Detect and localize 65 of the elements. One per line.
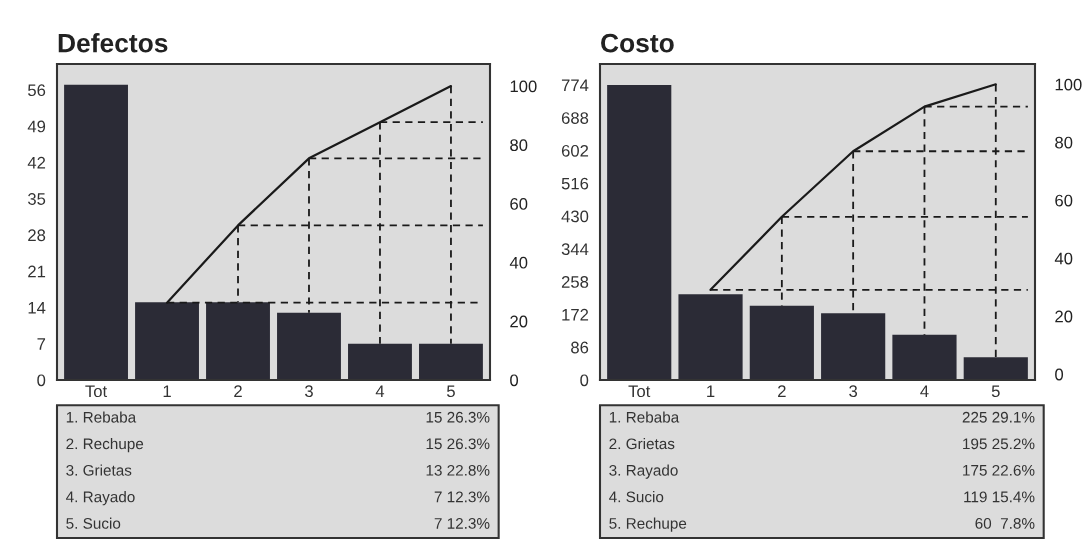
y-tick-label: 14 bbox=[28, 302, 46, 314]
chart-title: Costo bbox=[601, 33, 674, 53]
y-tick-label: 774 bbox=[561, 79, 589, 91]
y-tick-label: 172 bbox=[562, 308, 589, 321]
y2-tick-label: 20 bbox=[1055, 310, 1073, 323]
x-tick-label: 5 bbox=[991, 385, 1000, 398]
text: 119 15.4% bbox=[964, 491, 1035, 503]
text: 1. Rebaba bbox=[66, 411, 137, 423]
y2-tick-label: 0 bbox=[510, 374, 519, 387]
y-tick-label: 0 bbox=[580, 374, 589, 387]
x-tick-label: 3 bbox=[304, 385, 313, 398]
text: 4. Sucio bbox=[609, 491, 664, 503]
x-tick-label: 1 bbox=[707, 385, 715, 397]
text: 5. Rechupe bbox=[609, 517, 687, 532]
y-tick-label: 35 bbox=[27, 193, 46, 205]
y-tick-label: 7 bbox=[37, 338, 46, 350]
x-tick-label: Tot bbox=[628, 385, 651, 398]
text: 15 26.3% bbox=[426, 411, 490, 423]
x-tick-label: Tot bbox=[85, 385, 108, 398]
y2-tick-label: 0 bbox=[1055, 368, 1064, 381]
y2-tick-label: 100 bbox=[510, 80, 537, 93]
y-tick-label: 602 bbox=[561, 144, 589, 157]
text: 4. Rayado bbox=[66, 491, 135, 506]
x-tick-label: 4 bbox=[920, 385, 929, 397]
y-tick-label: 21 bbox=[28, 265, 46, 278]
text: 2. Rechupe bbox=[66, 437, 144, 453]
text: 7 12.3% bbox=[434, 518, 490, 529]
text: 13 22.8% bbox=[426, 464, 490, 476]
text: 3. Grietas bbox=[66, 464, 132, 476]
y2-tick-label: 60 bbox=[1055, 194, 1073, 207]
text: 225 29.1% bbox=[962, 411, 1035, 423]
text: 195 25.2% bbox=[963, 438, 1035, 450]
y2-tick-label: 80 bbox=[510, 139, 528, 152]
y2-tick-label: 40 bbox=[1054, 252, 1073, 265]
x-tick-label: 2 bbox=[778, 385, 786, 397]
text: 60 7.8% bbox=[975, 518, 1035, 529]
text: 15 26.3% bbox=[426, 438, 490, 450]
y-tick-label: 0 bbox=[37, 374, 46, 387]
y-tick-label: 28 bbox=[28, 229, 46, 242]
y-tick-label: 344 bbox=[561, 243, 589, 256]
x-tick-label: 4 bbox=[375, 385, 385, 397]
x-tick-label: 3 bbox=[849, 385, 858, 398]
y-tick-label: 56 bbox=[28, 84, 46, 97]
text: 3. Rayado bbox=[609, 464, 678, 479]
y2-tick-label: 100 bbox=[1055, 78, 1082, 91]
y-tick-label: 42 bbox=[27, 156, 46, 169]
y2-tick-label: 80 bbox=[1055, 136, 1073, 149]
y2-tick-label: 20 bbox=[510, 315, 528, 328]
y-tick-label: 516 bbox=[561, 177, 589, 190]
text: 7 12.3% bbox=[434, 491, 490, 503]
text: 5. Sucio bbox=[66, 517, 121, 529]
y-tick-label: 688 bbox=[561, 112, 589, 124]
y-tick-label: 258 bbox=[561, 276, 589, 288]
text: 2. Grietas bbox=[609, 437, 675, 450]
x-tick-label: 5 bbox=[446, 385, 455, 398]
x-tick-label: 1 bbox=[163, 385, 171, 397]
y2-tick-label: 60 bbox=[510, 198, 528, 210]
y2-tick-label: 40 bbox=[509, 256, 528, 269]
y-tick-label: 49 bbox=[27, 120, 46, 133]
y-tick-label: 86 bbox=[571, 341, 589, 354]
text: 1. Rebaba bbox=[609, 411, 680, 423]
x-tick-label: 2 bbox=[234, 385, 242, 397]
chart-title: Defectos bbox=[58, 33, 168, 53]
y-tick-label: 430 bbox=[561, 210, 589, 223]
text: 175 22.6% bbox=[963, 464, 1035, 476]
